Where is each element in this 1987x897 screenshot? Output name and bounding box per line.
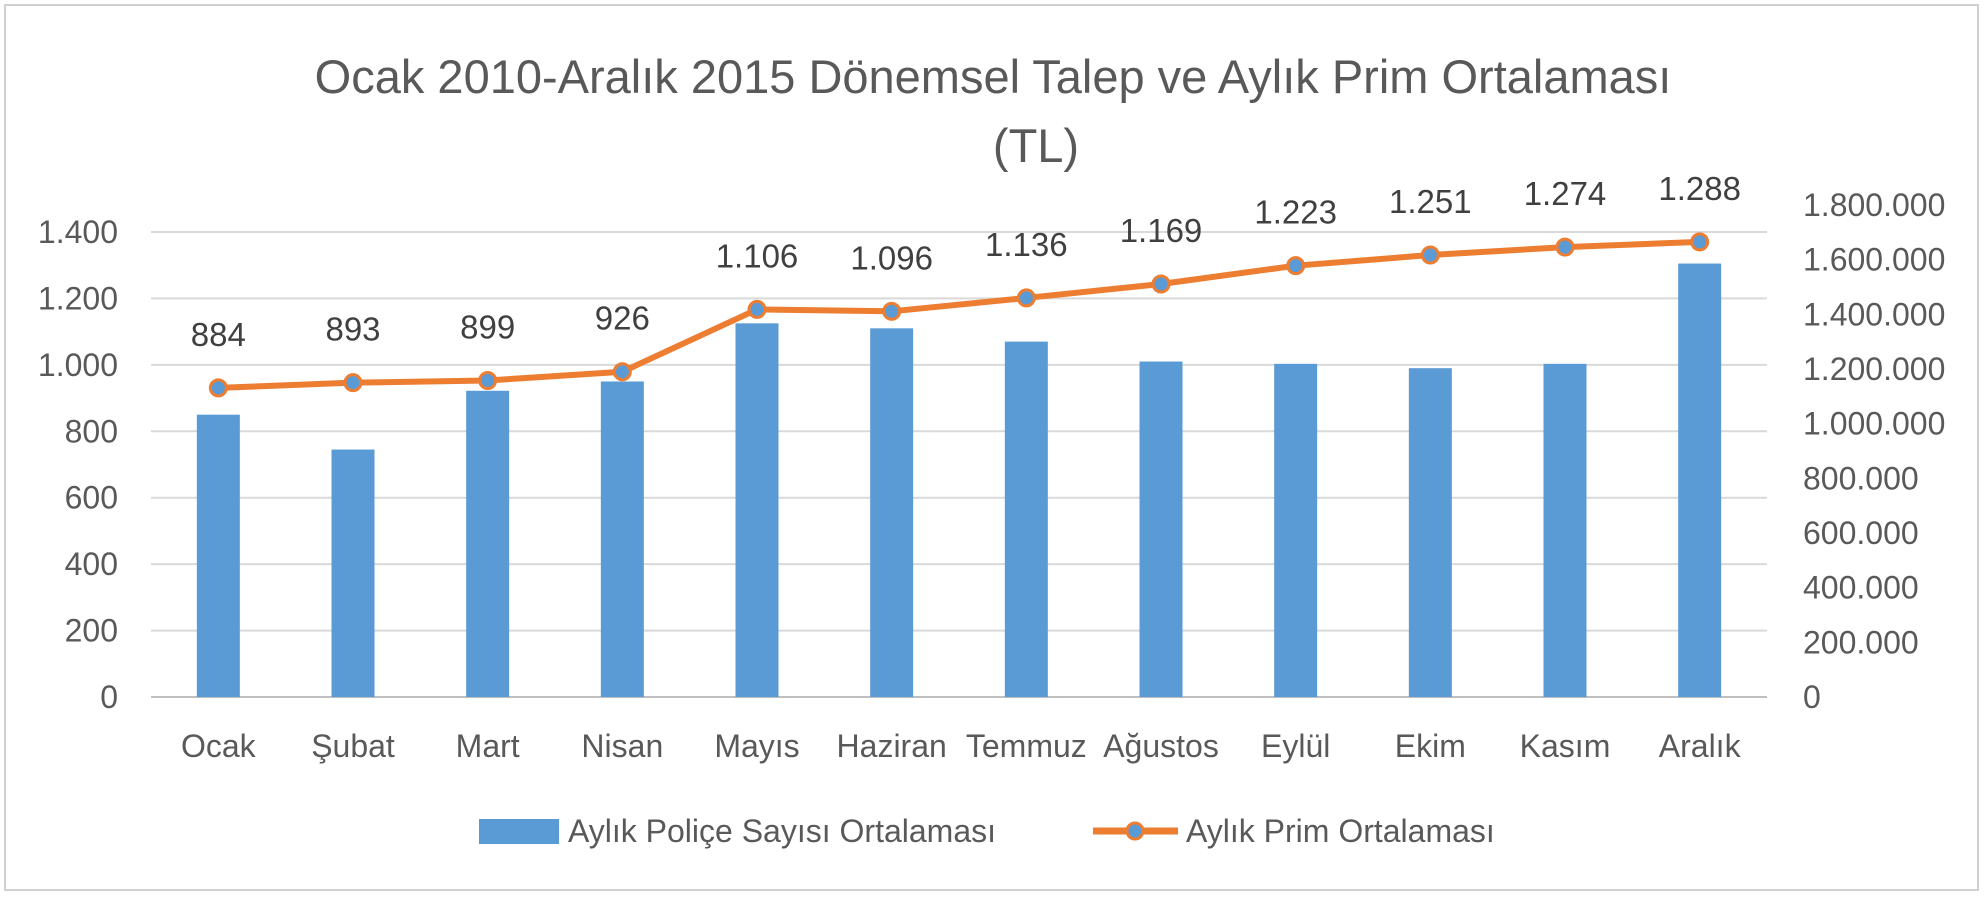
bar — [1543, 363, 1587, 697]
right-axis-tick-label: 1.800.000 — [1803, 187, 1945, 223]
data-label: 899 — [460, 308, 515, 345]
left-axis-tick-label: 1.400 — [38, 214, 118, 250]
data-label: 1.136 — [985, 226, 1068, 263]
data-label: 1.106 — [716, 237, 799, 274]
category-label: Aralık — [1659, 728, 1742, 764]
category-label: Haziran — [837, 728, 947, 764]
legend-bar-swatch — [479, 819, 559, 844]
left-axis-tick-label: 200 — [65, 613, 118, 649]
bar — [1004, 341, 1048, 697]
data-label: 926 — [595, 300, 650, 337]
category-label: Ekim — [1395, 728, 1466, 764]
left-axis-tick-label: 600 — [65, 480, 118, 516]
category-label: Nisan — [581, 728, 663, 764]
right-axis-tick-label: 0 — [1803, 679, 1821, 715]
data-label: 1.251 — [1389, 183, 1472, 220]
right-axis-tick-label: 1.400.000 — [1803, 296, 1945, 332]
data-label: 893 — [325, 311, 380, 348]
legend-line-label: Aylık Prim Ortalaması — [1186, 813, 1495, 849]
bar — [1139, 361, 1183, 697]
left-axis-tick-label: 1.200 — [38, 280, 118, 316]
right-axis-tick-label: 600.000 — [1803, 515, 1919, 551]
data-labels: 884 893 899 926 1.106 1.096 1.136 1.169 1.223 1.2… — [191, 170, 1741, 353]
category-label: Ağustos — [1103, 728, 1219, 764]
line-marker — [1016, 288, 1036, 308]
right-axis-tick-label: 800.000 — [1803, 460, 1919, 496]
data-label: 1.288 — [1658, 170, 1741, 207]
bar — [1678, 263, 1722, 697]
line-marker — [343, 373, 363, 393]
line-marker — [1690, 232, 1710, 252]
category-labels: Ocak Şubat Mart Nisan Mayıs Haziran Temmuz Ağus… — [181, 728, 1742, 764]
line-marker — [747, 299, 767, 319]
line-marker — [612, 362, 632, 382]
chart-title-line1: Ocak 2010-Aralık 2015 Dönemsel Talep ve … — [315, 50, 1672, 103]
category-label: Temmuz — [966, 728, 1087, 764]
right-axis-tick-label: 1.600.000 — [1803, 242, 1945, 278]
bar — [1408, 368, 1452, 697]
line-marker — [1286, 256, 1306, 276]
chart-frame — [4, 4, 1979, 891]
chart-title-line2: (TL) — [993, 119, 1079, 172]
right-axis-tick-label: 400.000 — [1803, 570, 1919, 606]
category-label: Şubat — [311, 728, 395, 764]
right-axis-tick-label: 1.200.000 — [1803, 351, 1945, 387]
category-label: Mayıs — [714, 728, 799, 764]
left-axis-tick-label: 400 — [65, 546, 118, 582]
bar — [1274, 363, 1318, 697]
left-axis-ticks: 0 200 400 600 800 1.000 1.200 1.400 — [38, 214, 118, 715]
legend-line-marker — [1125, 821, 1145, 841]
category-label: Eylül — [1261, 728, 1330, 764]
line-marker — [1555, 237, 1575, 257]
right-axis-tick-label: 1.000.000 — [1803, 406, 1945, 442]
bar — [196, 414, 240, 697]
data-label: 1.274 — [1524, 175, 1607, 212]
legend-bar-label: Aylık Poliçe Sayısı Ortalaması — [568, 813, 996, 849]
left-axis-tick-label: 1.000 — [38, 347, 118, 383]
bar — [466, 390, 510, 697]
data-label: 1.096 — [850, 239, 933, 276]
left-axis-tick-label: 800 — [65, 413, 118, 449]
line-marker — [478, 370, 498, 390]
bar — [600, 381, 644, 697]
data-label: 1.169 — [1120, 212, 1203, 249]
line-marker — [882, 301, 902, 321]
data-label: 884 — [191, 316, 246, 353]
legend: Aylık Poliçe Sayısı Ortalaması Aylık Pri… — [479, 813, 1495, 849]
data-label: 1.223 — [1254, 194, 1337, 231]
line-marker — [208, 378, 228, 398]
gridlines — [151, 231, 1767, 698]
line-marker — [1151, 274, 1171, 294]
bar — [331, 449, 375, 697]
right-axis-ticks: 0 200.000 400.000 600.000 800.000 1.000.000 1.… — [1803, 187, 1945, 715]
right-axis-tick-label: 200.000 — [1803, 624, 1919, 660]
left-axis-tick-label: 0 — [100, 679, 118, 715]
category-label: Mart — [456, 728, 520, 764]
line-path — [218, 238, 1700, 391]
bar — [735, 323, 779, 697]
line-series — [208, 232, 1710, 398]
category-label: Ocak — [181, 728, 257, 764]
bar-series — [196, 263, 1722, 697]
bar — [870, 328, 914, 697]
line-marker — [1420, 245, 1440, 265]
category-label: Kasım — [1520, 728, 1611, 764]
